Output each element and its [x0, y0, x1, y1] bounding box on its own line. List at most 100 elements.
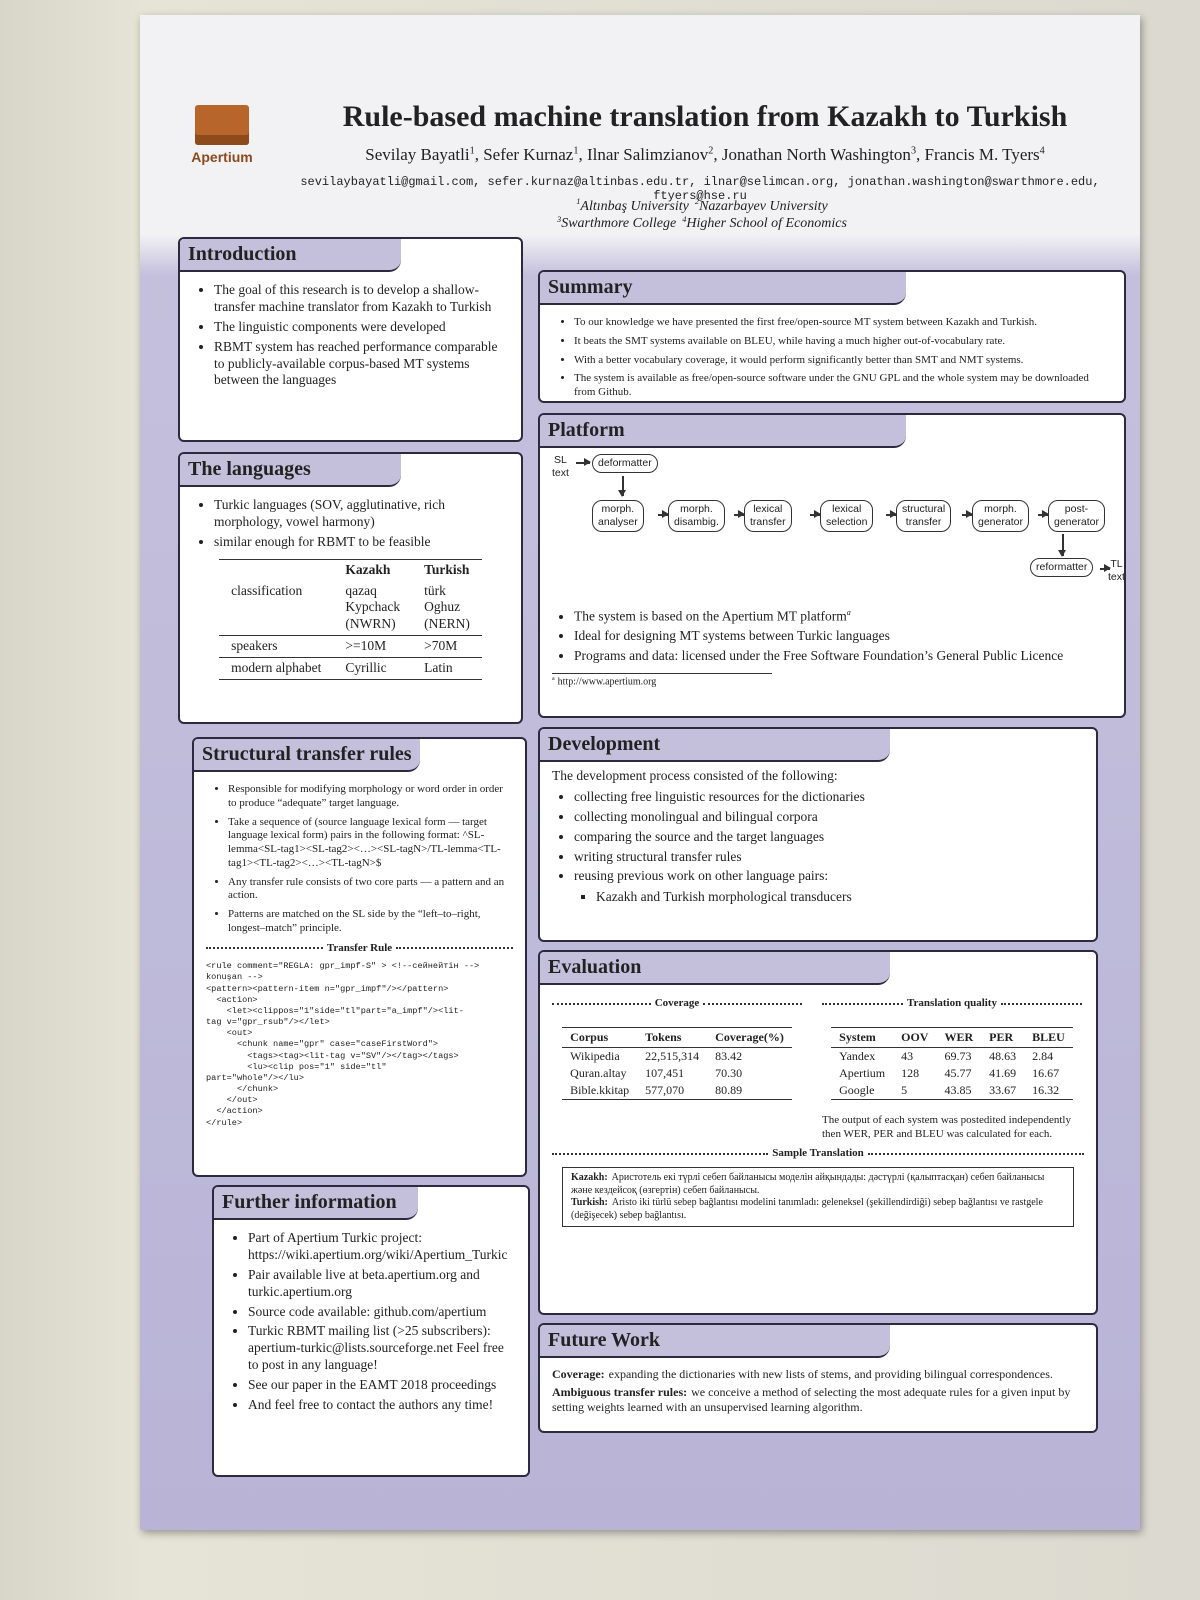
table-cell: 43: [901, 1048, 914, 1063]
panel-body: The development process consisted of the…: [540, 762, 1096, 916]
footnote-mark: a: [552, 676, 555, 683]
sl-text: SL text: [552, 454, 569, 480]
panel-title: Development: [540, 729, 890, 762]
table-cell: 70.30: [715, 1065, 743, 1080]
table-header-row: System OOV WER PER BLEU: [831, 1027, 1073, 1048]
table-row: speakers >=10M >70M: [219, 635, 482, 658]
coverage-title: Coverage: [552, 997, 802, 1011]
author-sup: 1: [469, 145, 475, 157]
table-cell: Latin: [412, 657, 482, 680]
table-cell: Apertium: [839, 1065, 886, 1080]
table-header-row: Kazakh Turkish: [219, 559, 482, 580]
future-label: Ambiguous transfer rules:: [552, 1385, 688, 1399]
further-item: Pair available live at beta.apertium.org…: [248, 1267, 516, 1301]
development-subitem-list: Kazakh and Turkish morphological transdu…: [574, 889, 1084, 906]
table-cell: 33.67: [989, 1082, 1017, 1097]
table-header-cell: Tokens: [637, 1027, 708, 1048]
sample-line: Turkish: Aristo iki türlü sebep bağlantıs…: [571, 1197, 1065, 1222]
row-label: speakers: [219, 635, 334, 658]
intro-item: The linguistic components were developed: [214, 319, 509, 336]
pipeline-node: lexical transfer: [744, 500, 792, 533]
table-cell: >70M: [412, 635, 482, 658]
development-item: collecting free linguistic resources for…: [574, 789, 1084, 806]
table-row: Yandex 43 69.73 48.63 2.84: [831, 1047, 1073, 1065]
arrow: [1100, 565, 1111, 571]
table-row: classification qazaq Kypchack (NWRN) türk …: [219, 581, 482, 636]
table-cell: 16.32: [1032, 1082, 1060, 1097]
affiliation-sup: 1: [576, 197, 581, 206]
affiliation-text: Swarthmore College: [561, 216, 677, 232]
platform-item: Programs and data: licensed under the Fr…: [574, 648, 1112, 665]
panel-title: Future Work: [540, 1325, 890, 1358]
table-cell: Yandex: [839, 1048, 876, 1063]
summary-item: To our knowledge we have presented the f…: [574, 316, 1112, 330]
pipeline-node: lexical selection: [820, 500, 874, 533]
platform-item: The system is based on the Apertium MT p…: [574, 608, 1112, 625]
footnote-mark: a: [846, 608, 851, 617]
table-header-cell: OOV: [893, 1027, 937, 1048]
authors: Sevilay Bayatli1, Sefer Kurnaz1, Ilnar S…: [290, 145, 1120, 165]
table-cell: 43.85: [944, 1082, 972, 1097]
summary-list: To our knowledge we have presented the f…: [552, 316, 1112, 400]
arrow: [962, 511, 973, 517]
coverage-table: Corpus Tokens Coverage(%) Wikipedia 22,515,3…: [562, 1026, 792, 1100]
sample-text: Aristo iki türlü sebep bağlantısı modeli…: [571, 1197, 1043, 1221]
panel-title: Further information: [214, 1187, 419, 1220]
table-cell: >=10M: [333, 635, 413, 658]
panel-title: Introduction: [180, 239, 401, 272]
further-item: Part of Apertium Turkic project: https:/…: [248, 1230, 516, 1264]
pipeline-node: post- generator: [1048, 500, 1105, 533]
code-line: part="whole"/></lu>: [206, 1072, 304, 1083]
author-name: , Francis M. Tyers: [916, 145, 1040, 164]
languages-table: Kazakh Turkish classification qazaq Kypchac…: [219, 558, 482, 680]
languages-item: Turkic languages (SOV, agglutinative, ri…: [214, 497, 509, 531]
panel-title: Platform: [540, 415, 907, 448]
author-name: , Jonathan North Washington: [713, 145, 911, 164]
code-line: <tags><tag><lit-tag v="SV"/></tag></tags…: [206, 1050, 459, 1061]
summary-item: It beats the SMT systems available on BL…: [574, 335, 1112, 349]
code-line: <let><clippos="1"side="tl"part="a_impf"/…: [206, 1005, 464, 1016]
table-cell: türk Oghuz (NERN): [424, 582, 470, 632]
table-cell: 22,515,314: [645, 1048, 700, 1063]
table-header-cell: Kazakh: [345, 561, 391, 577]
code-block: <rule comment="REGLA: gpr_impf-S" > <!--…: [206, 961, 513, 1129]
logo: Apertium: [182, 105, 262, 165]
panel-body: Coverage: expanding the dictionaries with…: [540, 1358, 1096, 1424]
development-intro: The development process consisted of the…: [552, 768, 838, 783]
table-cell: 41.69: [989, 1065, 1017, 1080]
pipeline-node: morph. analyser: [592, 500, 644, 533]
logo-icon: [195, 105, 249, 145]
table-cell: 577,070: [645, 1082, 685, 1097]
code-line: <chunk name="gpr" case="caseFirstWord">: [206, 1039, 439, 1050]
sample-text: Аристотель екі түрлі себеп байланысы мод…: [571, 1172, 1045, 1196]
author-sup: 4: [1039, 145, 1045, 157]
table-cell: 5: [901, 1082, 908, 1097]
arrow: [576, 459, 591, 465]
summary-item: With a better vocabulary coverage, it wo…: [574, 354, 1112, 368]
affiliation-text: Altınbaş University: [580, 198, 689, 214]
table-cell: Bible.kkitap: [570, 1082, 630, 1097]
panel-body: The goal of this research is to develop …: [180, 272, 521, 399]
panel-body: Responsible for modifying morphology or …: [194, 772, 525, 1139]
rule-list: Responsible for modifying morphology or …: [206, 783, 513, 936]
table-header-cell: BLEU: [1024, 1027, 1073, 1048]
panel-body: To our knowledge we have presented the f…: [540, 305, 1124, 401]
development-item: comparing the source and the target lang…: [574, 829, 1084, 846]
table-header-cell: PER: [981, 1027, 1025, 1048]
arrow: [1059, 534, 1065, 557]
rule-item: Take a sequence of (source language lexi…: [228, 816, 513, 871]
affiliation-sup: 2: [694, 197, 700, 206]
panel-body: Part of Apertium Turkic project: https:/…: [214, 1220, 528, 1424]
footnote: a http://www.apertium.org: [552, 673, 772, 689]
further-item: And feel free to contact the authors any…: [248, 1397, 516, 1414]
structural-rules-panel: Structural transfer rules Responsible for…: [192, 737, 527, 1177]
table-cell: 48.63: [989, 1048, 1017, 1063]
panel-title: The languages: [180, 454, 401, 487]
code-line: <action>: [206, 994, 258, 1005]
affiliation-sup: 3: [557, 214, 562, 224]
code-line: konuşan -->: [206, 972, 263, 983]
emails: sevilaybayatli@gmail.com, sefer.kurnaz@a…: [300, 175, 1100, 203]
platform-panel: Platform SL text deformatter morph. analyse…: [538, 413, 1126, 718]
table-row: Google 5 43.85 33.67 16.32: [831, 1082, 1073, 1100]
